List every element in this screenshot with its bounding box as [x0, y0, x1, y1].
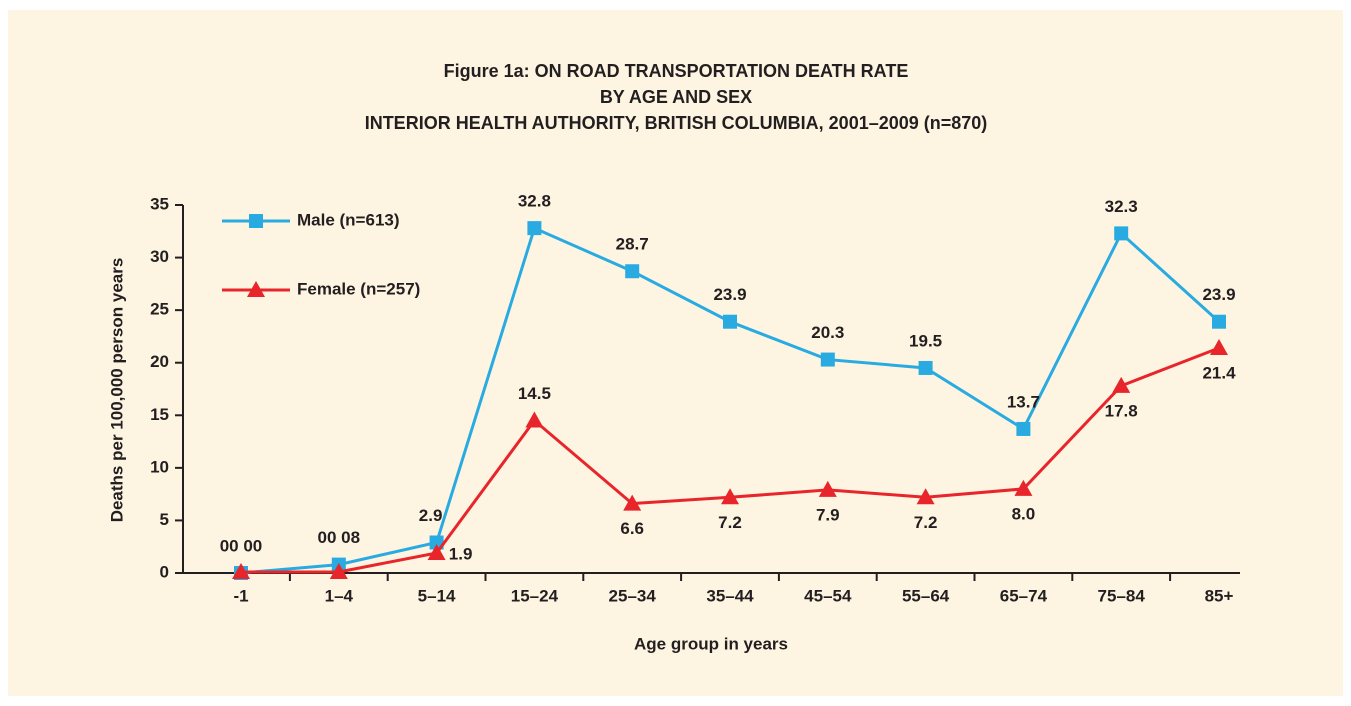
x-tick-label: 85+: [1205, 586, 1234, 605]
marker: [247, 281, 265, 297]
data-label: 7.2: [914, 513, 938, 532]
marker: [916, 488, 935, 505]
data-label: 17.8: [1105, 401, 1138, 420]
legend-label: Male (n=613): [297, 210, 400, 229]
data-label: 1.9: [449, 545, 473, 564]
marker: [1016, 421, 1031, 436]
data-label: 23.9: [1202, 285, 1235, 304]
x-tick-label: -1: [233, 586, 248, 605]
chart-subtitle: BY AGE AND SEX: [600, 87, 752, 107]
x-tick-label: 5–14: [418, 586, 456, 605]
marker: [1210, 338, 1228, 355]
panel: [8, 10, 1343, 696]
data-label: 00 00: [220, 536, 263, 555]
marker: [1112, 376, 1131, 393]
data-label: 23.9: [713, 285, 746, 304]
data-label: 00 08: [318, 528, 361, 547]
marker: [329, 562, 348, 579]
marker: [232, 562, 250, 579]
data-label: 28.7: [616, 235, 649, 254]
y-tick-label: 15: [150, 405, 169, 424]
marker: [623, 494, 642, 511]
y-tick-label: 10: [150, 457, 169, 476]
y-axis-label: Deaths per 100,000 person years: [107, 258, 126, 523]
x-tick-label: 55–64: [902, 586, 950, 605]
marker: [1114, 226, 1129, 241]
marker: [1212, 314, 1226, 329]
x-tick-label: 45–54: [804, 586, 852, 605]
x-tick-label: 75–84: [1098, 586, 1146, 605]
data-label: 7.9: [816, 505, 840, 524]
marker: [249, 214, 263, 228]
marker: [1014, 479, 1033, 496]
x-tick-label: 15–24: [511, 586, 559, 605]
data-label: 8.0: [1012, 504, 1036, 523]
data-label: 21.4: [1202, 363, 1236, 382]
y-tick-label: 30: [150, 247, 169, 266]
y-tick-label: 0: [160, 562, 169, 581]
data-label: 19.5: [909, 331, 942, 350]
x-tick-label: 25–34: [609, 586, 657, 605]
marker: [625, 264, 640, 279]
y-tick-label: 5: [160, 510, 169, 529]
y-tick-label: 35: [150, 194, 169, 213]
data-label: 32.8: [518, 192, 551, 211]
marker: [525, 411, 544, 428]
y-tick-label: 20: [150, 352, 169, 371]
y-tick-label: 25: [150, 300, 169, 319]
data-label: 6.6: [620, 519, 644, 538]
x-axis-label: Age group in years: [634, 634, 788, 653]
data-label: 7.2: [718, 513, 742, 532]
data-label: 13.7: [1007, 392, 1040, 411]
chart-title: Figure 1a: ON ROAD TRANSPORTATION DEATH …: [444, 61, 909, 81]
marker: [527, 221, 542, 236]
marker: [820, 352, 835, 367]
data-label: 14.5: [518, 384, 551, 403]
marker: [818, 480, 837, 497]
x-tick-label: 1–4: [325, 586, 354, 605]
marker: [721, 488, 739, 505]
marker: [723, 314, 737, 329]
x-tick-label: 65–74: [1000, 586, 1048, 605]
x-tick-label: 35–44: [706, 586, 754, 605]
data-label: 32.3: [1105, 197, 1138, 216]
data-label: 20.3: [811, 323, 844, 342]
chart-subtitle: INTERIOR HEALTH AUTHORITY, BRITISH COLUM…: [365, 113, 988, 133]
marker: [918, 360, 933, 375]
marker: [427, 544, 446, 561]
data-label: 2.9: [419, 506, 443, 525]
legend-label: Female (n=257): [297, 279, 420, 298]
